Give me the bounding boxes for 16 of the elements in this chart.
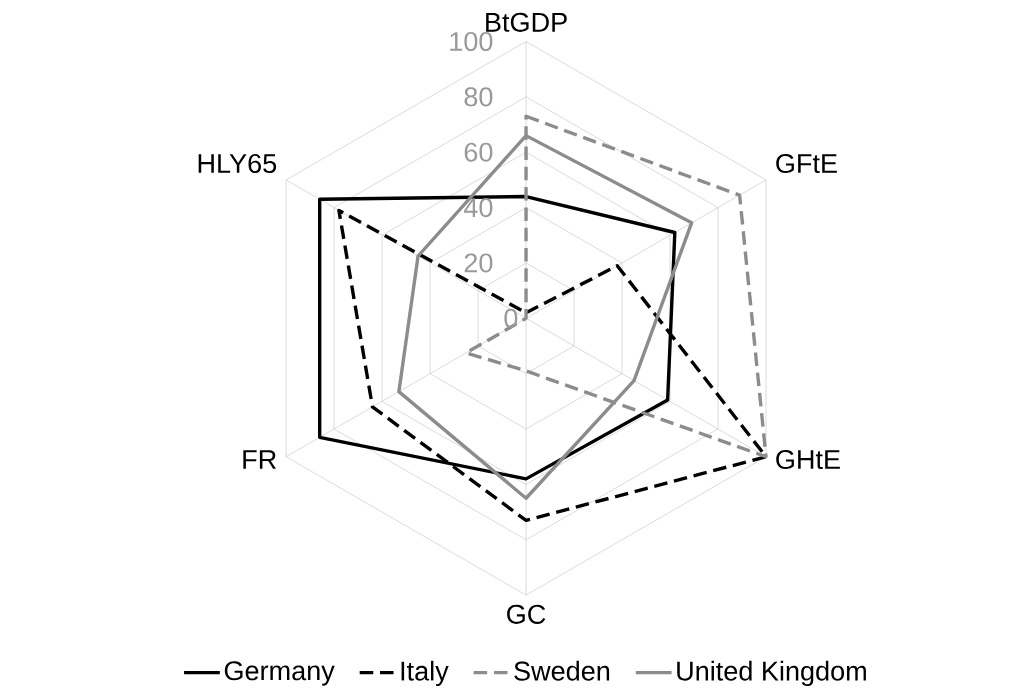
spoke-label: GC [507,604,546,624]
spoke-label: GHtE [776,449,840,470]
legend-label: Italy [401,660,449,687]
spoke-label: HLY65 [198,153,277,174]
legend-label: Sweden [514,660,610,681]
legend-label: Germany [224,661,335,686]
spoke-label: FR [243,450,276,469]
y-tick-label: 60 [464,142,493,162]
y-tick-label: 100 [450,31,493,52]
y-tick-label: 0 [504,308,518,328]
y-tick-label: 80 [464,87,493,107]
spoke-label: GFtE [776,153,837,174]
spoke-label: BtGDP [486,12,567,32]
y-tick-label: 20 [464,253,493,273]
legend-label: United Kingdom [677,660,866,687]
y-tick-label: 40 [463,198,493,218]
